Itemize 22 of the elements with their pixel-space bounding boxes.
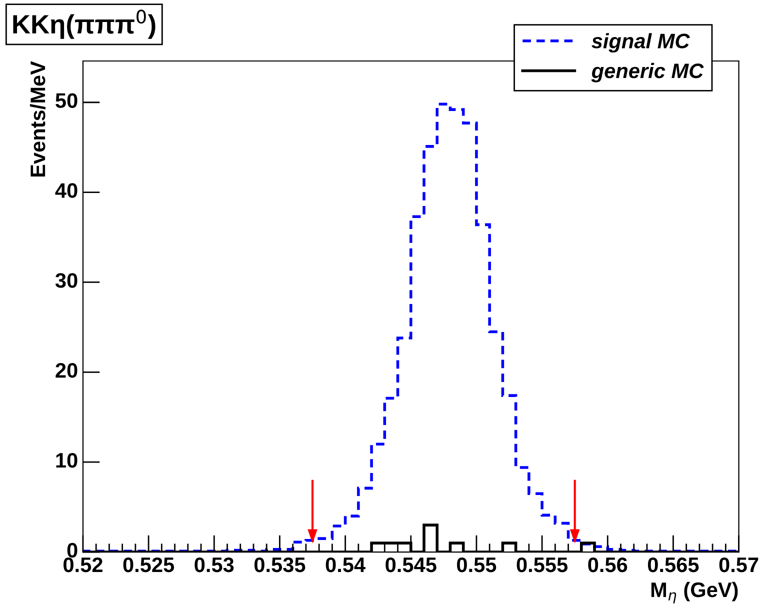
- y-tick-label: 40: [55, 183, 78, 198]
- x-tick-label: 0.55: [457, 557, 496, 572]
- y-axis-title: Events/MeV: [30, 61, 46, 177]
- x-tick-label: 0.535: [254, 557, 306, 572]
- x-tick-label: 0.57: [719, 557, 758, 572]
- y-tick-label: 20: [56, 363, 78, 378]
- x-tick-label: 0.565: [648, 557, 699, 572]
- x-tick-label: 0.52: [64, 557, 102, 572]
- y-tick-label: 0: [67, 542, 78, 558]
- x-tick-label: 0.545: [386, 557, 436, 572]
- legend-label: generic MC: [591, 62, 704, 82]
- x-tick-label: 0.56: [588, 557, 628, 572]
- chart-title: KKη(πππ$^{0}$): [13, 10, 156, 39]
- x-tick-label: 0.555: [516, 557, 568, 572]
- x-tick-label: 0.525: [123, 557, 174, 572]
- legend-label: signal MC: [592, 33, 690, 53]
- y-tick-label: 30: [55, 273, 78, 288]
- y-tick-label: 50: [56, 93, 78, 108]
- x-axis-title: M$_{η}$ (GeV): [651, 582, 738, 604]
- x-tick-label: 0.53: [194, 557, 234, 572]
- y-tick-label: 10: [56, 452, 78, 468]
- x-tick-label: 0.54: [326, 557, 366, 572]
